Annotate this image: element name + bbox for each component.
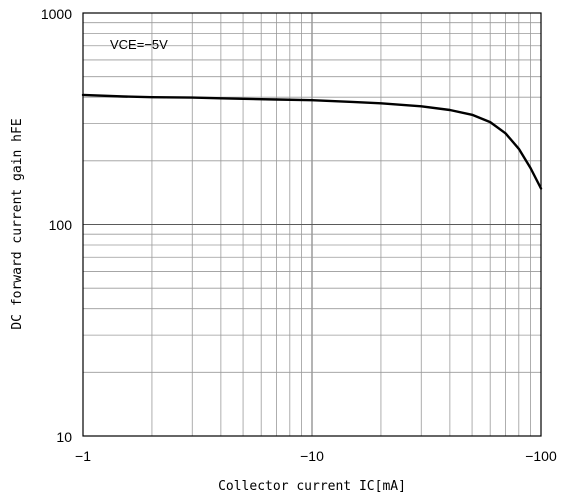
series-line — [81, 93, 543, 190]
plot-frame — [82, 12, 542, 437]
y-axis-title: DC forward current gain hFE — [10, 118, 25, 329]
y-tick-label-1000: 1000 — [41, 6, 72, 22]
vce-annotation: VCE=−5V — [110, 37, 168, 52]
x-axis-title: Collector current IC[mA] — [218, 479, 406, 494]
y-tick-label-10: 10 — [56, 429, 72, 445]
x-tick-label-100: −100 — [525, 448, 557, 464]
x-tick-label-1: −1 — [75, 448, 91, 464]
y-tick-label-100: 100 — [49, 217, 73, 233]
x-tick-label-10: −10 — [300, 448, 324, 464]
grid — [83, 13, 541, 436]
